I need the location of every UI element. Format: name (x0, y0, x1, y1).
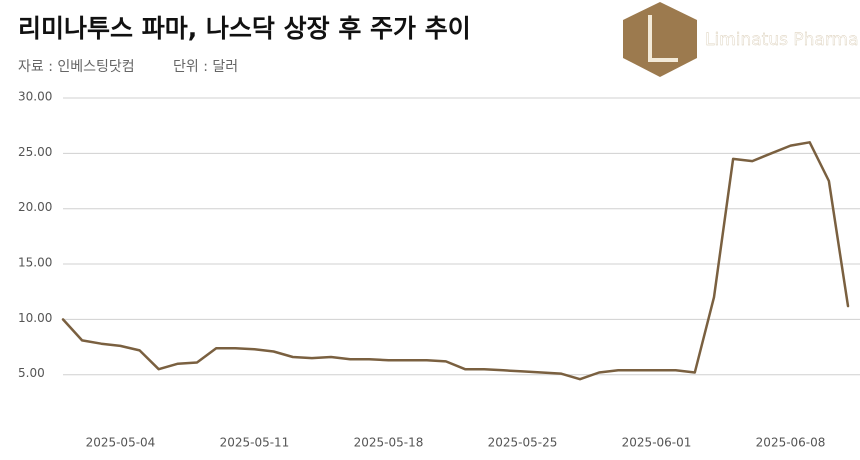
chart-title: 리미나투스 파마, 나스닥 상장 후 주가 추이 (18, 14, 471, 43)
source: 자료 : 인베스팅닷컴 (18, 59, 135, 75)
y-tick-label: 15.00 (18, 256, 52, 270)
x-tick-label: 2025-05-25 (488, 436, 558, 450)
x-tick-label: 2025-05-11 (220, 436, 290, 450)
logo-letter (648, 15, 678, 62)
y-tick-label: 5.00 (18, 366, 45, 380)
unit: 단위 : 달러 (173, 59, 238, 75)
y-tick-label: 25.00 (18, 145, 52, 159)
y-tick-label: 20.00 (18, 200, 52, 214)
logo-hexagon (623, 2, 697, 77)
price-line (61, 141, 850, 381)
x-tick-label: 2025-06-01 (622, 436, 692, 450)
y-tick-label: 30.00 (18, 90, 52, 104)
x-tick-label: 2025-05-18 (354, 436, 424, 450)
x-tick-label: 2025-05-04 (86, 436, 156, 450)
logo: Liminatus Pharma (623, 2, 859, 77)
y-tick-label: 10.00 (18, 311, 52, 325)
x-tick-label: 2025-06-08 (756, 436, 826, 450)
logo-text: Liminatus Pharma (705, 30, 858, 50)
